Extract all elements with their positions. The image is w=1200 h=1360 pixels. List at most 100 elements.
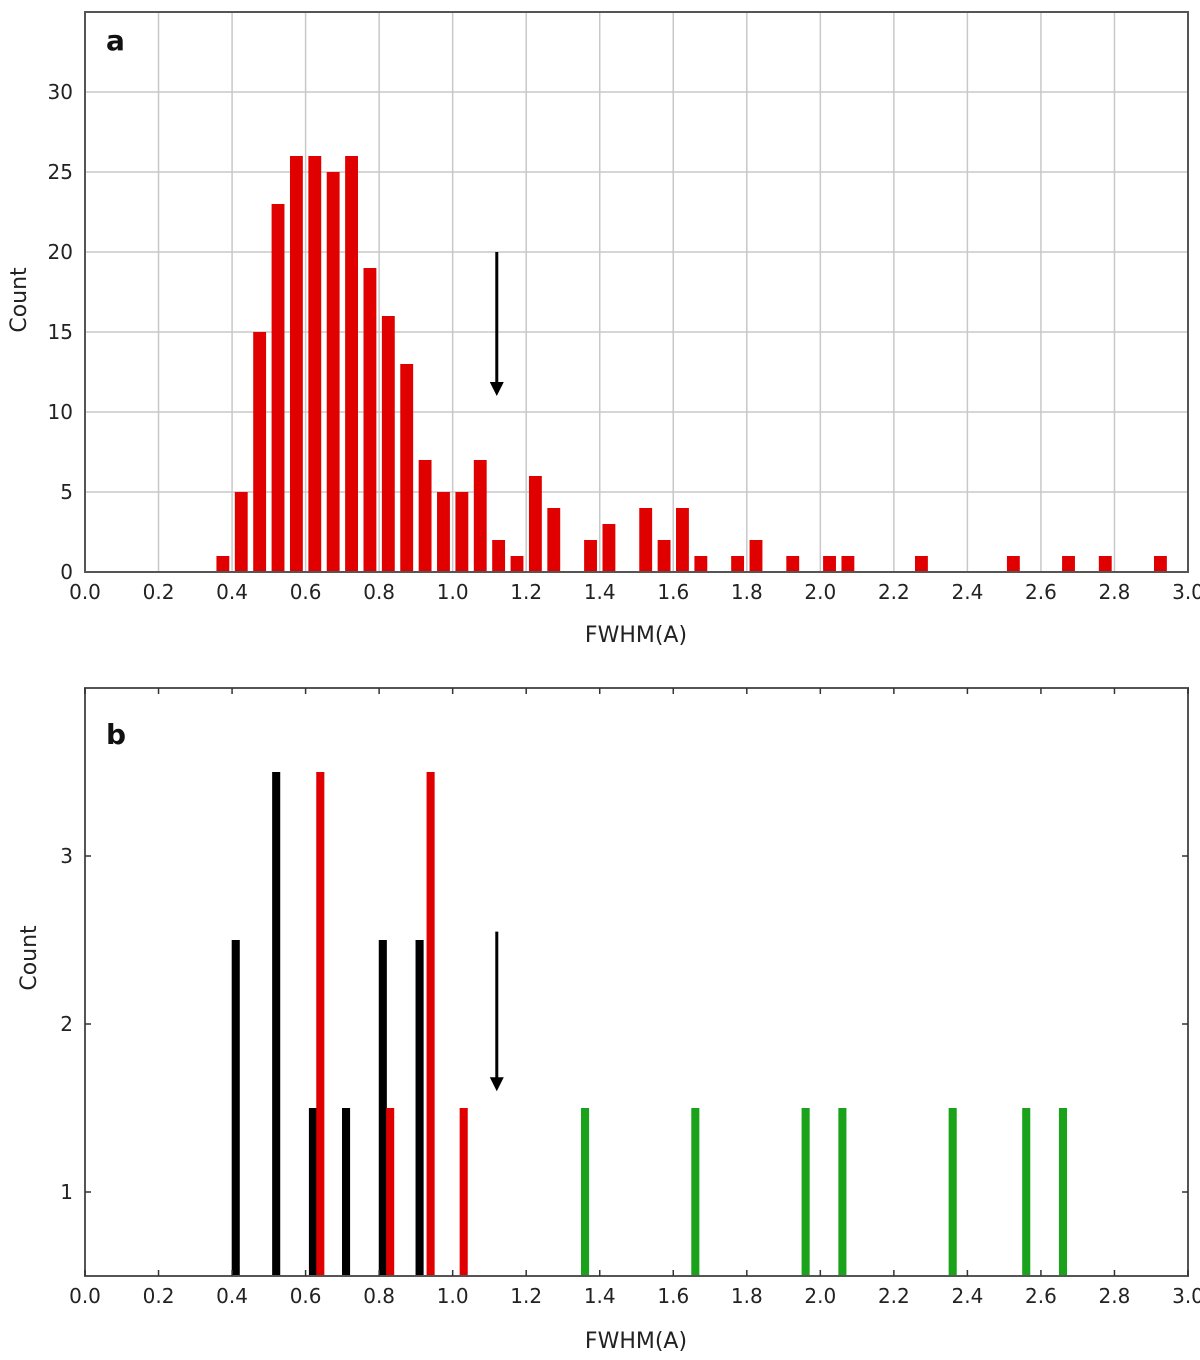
y-tick-labels: 1 2 3 [60, 844, 73, 1204]
x-tick-label: 3.0 [1172, 580, 1200, 604]
annotation-arrow [489, 252, 504, 396]
histogram-bar [316, 772, 325, 1276]
histogram-bar [459, 1108, 468, 1276]
x-tick-label: 0.6 [290, 1284, 322, 1308]
x-tick-label: 1.0 [437, 1284, 469, 1308]
x-tick-label: 2.2 [878, 1284, 910, 1308]
y-tick-label: 10 [48, 400, 73, 424]
histogram-bar [415, 940, 424, 1276]
histogram-bar [400, 364, 414, 572]
histogram-bar [1058, 1108, 1068, 1276]
x-tick-label: 2.4 [951, 1284, 983, 1308]
histogram-bar [823, 556, 836, 572]
histogram-bar [749, 540, 763, 572]
histogram-bar [437, 492, 450, 572]
y-tick-label: 25 [48, 160, 73, 184]
bars [231, 772, 1068, 1276]
histogram-bar [657, 540, 671, 572]
histogram-bar [1153, 556, 1167, 572]
arrow-head [489, 1077, 504, 1092]
x-tick-label: 0.4 [216, 1284, 248, 1308]
histogram-bar [915, 556, 928, 572]
y-axis-label: Count [7, 267, 32, 333]
histogram-bar [676, 508, 689, 572]
x-tick-label: 1.4 [584, 1284, 616, 1308]
x-tick-labels: 0.0 0.2 0.4 0.6 0.8 1.0 1.2 1.4 1.6 1.8 2.0 2.2 2.4 2… [69, 580, 1200, 604]
x-tick-label: 0.2 [143, 1284, 175, 1308]
annotation-arrow [489, 931, 504, 1092]
histogram-bar [386, 1108, 395, 1276]
histogram-bar [492, 540, 506, 572]
x-tick-label: 1.2 [510, 580, 542, 604]
y-tick-labels: 0 5 10 15 20 25 30 [48, 80, 73, 584]
histogram-bar [510, 556, 524, 572]
x-tick-label: 2.0 [804, 1284, 836, 1308]
x-tick-label: 0.0 [69, 1284, 101, 1308]
histogram-bar [378, 940, 387, 1276]
histogram-bar [455, 492, 469, 572]
histogram-bar [271, 204, 285, 572]
x-tick-label: 2.6 [1025, 580, 1057, 604]
y-tick-label: 15 [48, 320, 73, 344]
histogram-bar [418, 460, 432, 572]
x-tick-label: 1.2 [510, 1284, 542, 1308]
histogram-bar [528, 476, 542, 572]
histogram-bar [731, 556, 745, 572]
x-tick-label: 1.8 [731, 580, 763, 604]
y-tick-label: 20 [48, 240, 73, 264]
y-tick-label: 3 [60, 844, 73, 868]
histogram-bar [473, 460, 487, 572]
x-axis-label: FWHM(A) [585, 1329, 687, 1354]
histogram-bar [1006, 556, 1020, 572]
plot-frame [84, 687, 1189, 1277]
histogram-bar [691, 1108, 700, 1276]
histogram-bar [786, 556, 800, 572]
histogram-bar [216, 556, 230, 572]
x-tick-label: 1.8 [731, 1284, 763, 1308]
histogram-chart-a: 0.0 0.2 0.4 0.6 0.8 1.0 1.2 1.4 1.6 1.8 2.0 2.2 2.4 2… [7, 11, 1200, 648]
y-tick-label: 30 [48, 80, 73, 104]
histogram-bar [308, 1108, 317, 1276]
y-tick-label: 5 [60, 480, 73, 504]
histogram-bar [584, 540, 597, 572]
bars [216, 156, 1167, 572]
histogram-bar [580, 1108, 590, 1276]
x-tick-label: 2.8 [1099, 1284, 1131, 1308]
histogram-bar [345, 156, 358, 572]
y-axis-label: Count [17, 925, 42, 991]
x-tick-label: 0.8 [363, 580, 395, 604]
histogram-bar [381, 316, 395, 572]
x-tick-label: 0.8 [363, 1284, 395, 1308]
histogram-bar [639, 508, 653, 572]
x-tick-labels: 0.0 0.2 0.4 0.6 0.8 1.0 1.2 1.4 1.6 1.8 2.0 2.2 2.4 2… [69, 1284, 1200, 1308]
x-tick-label: 1.0 [437, 580, 469, 604]
y-tick-label: 0 [60, 560, 73, 584]
x-tick-label: 2.4 [951, 580, 983, 604]
histogram-bar [1098, 556, 1112, 572]
histogram-bar [838, 1108, 847, 1276]
histogram-bar [341, 1108, 351, 1276]
histogram-bar [308, 156, 322, 572]
axis-ticks [84, 688, 1189, 1276]
histogram-bar [289, 156, 303, 572]
histogram-bar [1062, 556, 1075, 572]
histogram-bar [841, 556, 855, 572]
plot-frame [84, 11, 1189, 573]
y-tick-label: 2 [60, 1012, 73, 1036]
histogram-bar [363, 268, 377, 572]
histogram-bar [272, 772, 281, 1276]
arrow-head [489, 382, 504, 396]
x-tick-label: 1.6 [657, 1284, 689, 1308]
histogram-bar [1022, 1108, 1031, 1276]
x-tick-label: 2.6 [1025, 1284, 1057, 1308]
histogram-bar [602, 524, 616, 572]
histogram-bar [547, 508, 561, 572]
x-tick-label: 2.2 [878, 580, 910, 604]
histogram-bar [801, 1108, 810, 1276]
x-tick-label: 2.8 [1099, 580, 1131, 604]
x-tick-label: 0.0 [69, 580, 101, 604]
x-tick-label: 3.0 [1172, 1284, 1200, 1308]
histogram-bar [426, 772, 435, 1276]
histogram-bar [694, 556, 708, 572]
panel-label: b [106, 718, 126, 751]
